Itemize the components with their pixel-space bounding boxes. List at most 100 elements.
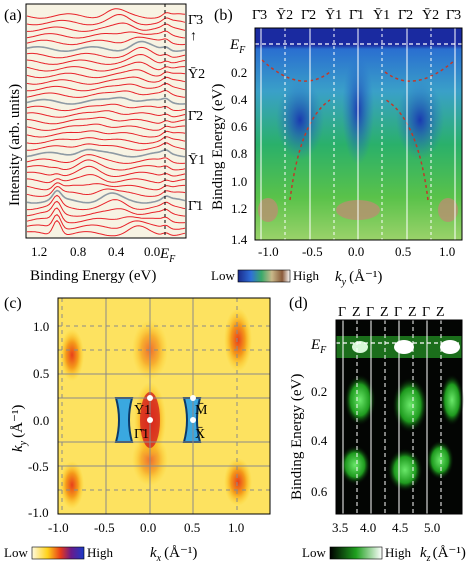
panel-d-colorbar-low: Low xyxy=(302,545,326,560)
panel-c-xticks: -1.0 -0.5 0.0 0.5 1.0 xyxy=(48,520,244,535)
panel-a-frame xyxy=(25,3,187,239)
panel-b-top-label: Γ̄2 xyxy=(301,8,316,23)
panel-c-point-label: X̄ xyxy=(195,426,205,442)
panel-c-ytick: -1.0 xyxy=(28,505,49,520)
edc-curve xyxy=(26,200,186,217)
panel-c-feature xyxy=(60,461,84,509)
panel-d-top-label: Z xyxy=(436,305,445,320)
panel-c-xtick: -0.5 xyxy=(94,520,115,535)
edc-curve xyxy=(26,96,186,105)
panel-c-colorbar xyxy=(31,546,85,560)
gamma1-label: Γ̄1 xyxy=(188,199,203,214)
gamma2-label: Γ̄2 xyxy=(188,109,203,124)
panel-b-vlines xyxy=(260,28,456,240)
panel-b-colorbar-low: Low xyxy=(211,268,235,283)
edc-curve xyxy=(26,207,186,224)
panel-d-xtick: 4.0 xyxy=(360,520,376,535)
panel-a-xlabel: Binding Energy (eV) xyxy=(30,268,156,284)
panel-c-ytick: -0.5 xyxy=(28,459,49,474)
panel-b-yticks: 0.2 0.4 0.6 0.8 1.0 1.2 1.4 xyxy=(231,65,248,247)
edc-curve xyxy=(26,76,186,85)
panel-d-feature xyxy=(392,377,428,433)
panel-d-ef-label: EF xyxy=(310,337,327,356)
panel-d-top-label: Z xyxy=(408,305,417,320)
panel-b-label: (b) xyxy=(214,7,233,24)
panel-d-feature xyxy=(440,340,460,354)
panel-c-ytick: 0.5 xyxy=(33,366,49,381)
panel-c-hs-points xyxy=(147,395,196,423)
panel-c-feature xyxy=(60,329,84,381)
edc-curve xyxy=(26,110,186,118)
panel-a-xtick: 0.8 xyxy=(70,244,86,259)
edc-curve xyxy=(26,165,186,178)
panel-b-top-label: Ȳ1 xyxy=(325,7,342,23)
panel-b-xtick: -1.0 xyxy=(258,244,279,259)
panel-a-xtick: 0.4 xyxy=(108,244,125,259)
panel-d-xtick: 5.0 xyxy=(424,520,440,535)
panel-b-ytick: 1.2 xyxy=(231,201,247,216)
panel-a: (a) Intensity (arb. units) 1.2 0.8 0.4 0… xyxy=(4,3,205,284)
panel-c-point-label: Γ̄1 xyxy=(134,427,149,442)
y2-label: Ȳ2 xyxy=(188,66,205,82)
panel-d-top-label: Γ xyxy=(422,305,430,320)
edc-curve xyxy=(26,61,185,72)
arrow-icon: ↑ xyxy=(190,29,197,44)
panel-c-feature xyxy=(224,458,252,506)
edc-curve xyxy=(26,69,186,79)
edc-curve xyxy=(26,13,186,26)
panel-b-ytick: 0.6 xyxy=(231,119,248,134)
panel-d-top-labels: Γ Z Γ Z Γ Z Γ Z xyxy=(338,305,445,320)
panel-c-xtick: 0.5 xyxy=(184,520,200,535)
panel-a-curves xyxy=(26,8,186,237)
panel-d-feature xyxy=(344,374,376,426)
panel-b-ef-label: EF xyxy=(229,37,246,56)
y1-point xyxy=(147,395,153,401)
panel-c-colorbar-high: High xyxy=(87,545,114,560)
y1-label: Ȳ1 xyxy=(188,152,205,168)
panel-d-colorbar xyxy=(329,546,383,560)
panel-d-feature xyxy=(352,341,368,353)
panel-d-top-label: Γ xyxy=(366,305,374,320)
panel-b-top-labels: Γ̄3 Ȳ2 Γ̄2 Ȳ1 Γ̄1 Ȳ1 Γ̄2 Ȳ2 Γ̄3 xyxy=(252,7,461,23)
x-point xyxy=(190,417,196,423)
panel-a-xtick: 1.2 xyxy=(31,244,47,259)
panel-d-ytick: 0.2 xyxy=(311,384,327,399)
panel-c-ylabel: ky(Å⁻¹) xyxy=(10,405,29,452)
panel-d-top-label: Γ xyxy=(338,305,346,320)
panel-b-colorbar-high: High xyxy=(293,268,320,283)
edc-curve xyxy=(26,136,186,145)
edc-curve xyxy=(27,22,186,32)
edc-curve xyxy=(26,174,186,184)
panel-a-right-labels: Γ̄3 ↑ Ȳ2 Γ̄2 Ȳ1 Γ̄1 xyxy=(188,13,205,214)
panel-d-xtick: 3.5 xyxy=(332,520,348,535)
panel-b-top-label: Ȳ1 xyxy=(373,7,390,23)
panel-b: (b) Γ̄3 Ȳ2 Γ̄2 Ȳ1 Γ̄1 Ȳ1 Γ̄2 Ȳ2 Γ̄3 EF 0… xyxy=(210,7,463,288)
panel-b-colorbar xyxy=(237,269,291,283)
panel-b-xtick: -0.5 xyxy=(302,244,323,259)
panel-d-feature xyxy=(440,374,464,426)
edc-curve xyxy=(26,185,186,197)
panel-b-top-label: Γ̄2 xyxy=(398,8,413,23)
panel-d-feature xyxy=(394,340,414,354)
panel-d-top-label: Γ xyxy=(394,305,402,320)
edc-curve xyxy=(26,40,186,53)
panel-d-feature xyxy=(339,445,371,485)
edc-curve xyxy=(26,154,186,164)
panel-b-feature xyxy=(276,80,324,160)
panel-c: Ȳ1 M̄ Γ̄1 X̄ (c) 1.0 0.5 0.0 -0.5 -1.0 k… xyxy=(4,295,271,564)
panel-b-ytick: 0.2 xyxy=(231,65,247,80)
panel-c-frame xyxy=(57,297,271,515)
m-point xyxy=(190,395,196,401)
panel-b-xtick: 0.0 xyxy=(348,244,364,259)
edc-curve xyxy=(26,213,186,230)
edc-curve xyxy=(26,53,186,65)
panel-c-feature xyxy=(224,308,252,372)
edc-curve xyxy=(26,148,186,158)
panel-d-xticks: 3.5 4.0 4.5 5.0 xyxy=(332,520,440,535)
panel-d-feature xyxy=(387,448,423,492)
panel-b-ytick: 1.0 xyxy=(231,174,247,189)
panel-d-yticks: 0.2 0.4 0.6 xyxy=(311,384,328,499)
panel-c-grid xyxy=(58,298,270,514)
panel-b-ylabel: Binding Energy (eV) xyxy=(210,84,226,210)
